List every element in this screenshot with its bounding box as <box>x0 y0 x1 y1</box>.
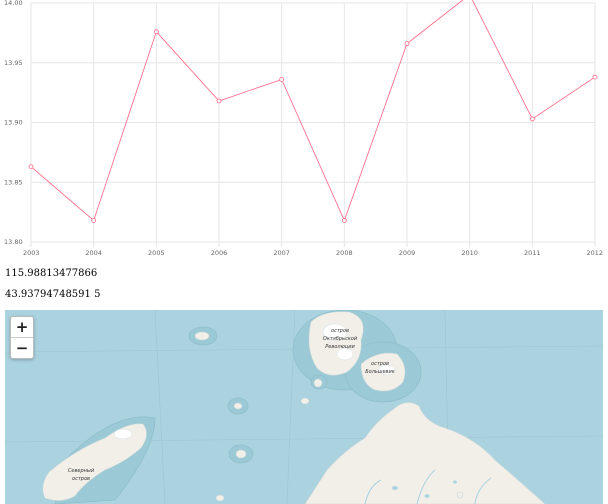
map-view[interactable]: остров Октябрьской Революции остров Боль… <box>5 310 603 504</box>
series-line <box>30 0 596 222</box>
zoom-out-button[interactable]: − <box>11 337 33 358</box>
svg-text:Октябрьской: Октябрьской <box>323 336 358 342</box>
x-tick-label: 2008 <box>336 249 353 257</box>
x-tick-label: 2006 <box>211 249 228 257</box>
x-tick-label: 2005 <box>148 249 165 257</box>
y-tick-label: 14.00 <box>4 0 23 7</box>
data-point <box>279 77 285 82</box>
latitude-readout: 43.93794748591 5 <box>5 289 101 300</box>
x-tick-label: 2011 <box>524 249 541 257</box>
longitude-readout: 115.98813477866 <box>5 268 98 279</box>
data-point <box>529 116 535 122</box>
map-tiles: остров Октябрьской Революции остров Боль… <box>5 310 603 504</box>
chart-series <box>28 0 598 223</box>
y-tick-label: 13.95 <box>4 59 23 67</box>
map-label-october-revolution: остров <box>331 328 349 334</box>
data-point <box>592 74 598 80</box>
y-tick-label: 13.90 <box>4 119 23 127</box>
x-tick-label: 2010 <box>461 249 478 257</box>
y-axis-ticks: 13.80 13.85 13.90 13.95 14.00 <box>4 0 23 246</box>
svg-text:Революции: Революции <box>325 344 355 350</box>
map-label-severny: Северный <box>68 468 95 474</box>
x-tick-label: 2004 <box>85 249 102 257</box>
data-point <box>153 29 159 35</box>
svg-text:Большевик: Большевик <box>365 369 395 375</box>
data-point <box>404 41 410 47</box>
x-tick-label: 2003 <box>23 249 40 257</box>
x-tick-label: 2007 <box>273 249 290 257</box>
data-point <box>341 218 347 223</box>
data-point <box>216 98 222 104</box>
svg-text:остров: остров <box>72 476 90 482</box>
x-tick-label: 2012 <box>586 249 603 257</box>
data-point <box>91 218 97 223</box>
zoom-control: + − <box>10 316 34 359</box>
chart-grid <box>30 2 596 247</box>
map-label-bolshevik: остров <box>371 361 389 367</box>
y-tick-label: 13.80 <box>4 238 23 246</box>
x-tick-label: 2009 <box>399 249 416 257</box>
zoom-in-button[interactable]: + <box>15 318 29 336</box>
x-axis-ticks: 2003 2004 2005 2006 2007 2008 2009 2010 2011 2012 <box>23 249 603 257</box>
data-point <box>28 164 34 170</box>
y-tick-label: 13.85 <box>4 178 23 186</box>
